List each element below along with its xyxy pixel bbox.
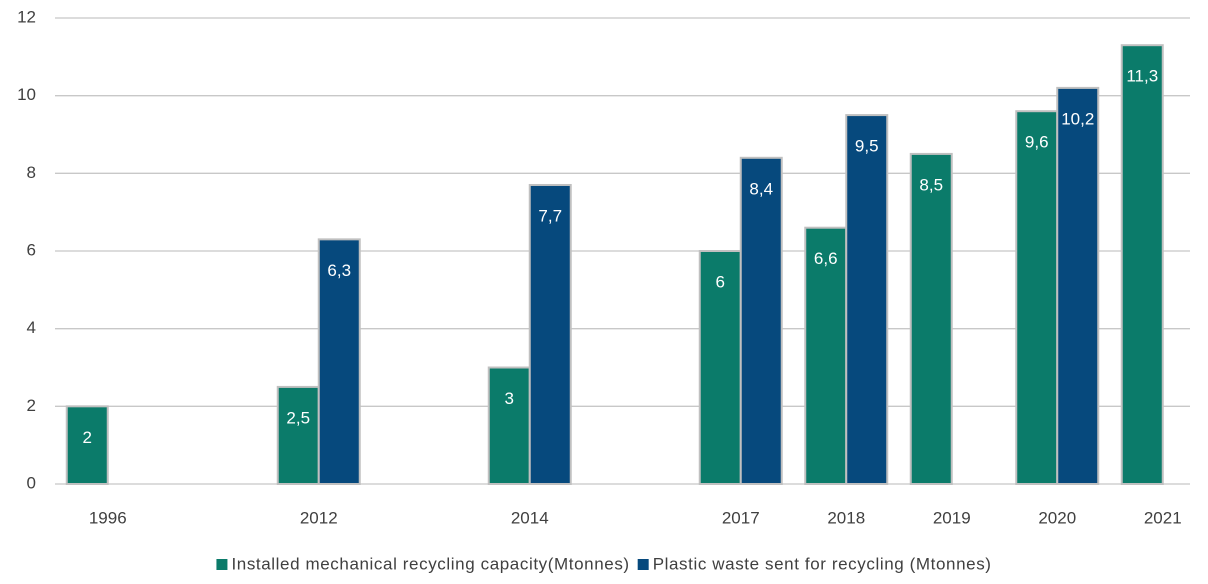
- data-label: 8,4: [749, 179, 773, 198]
- legend-label: Installed mechanical recycling capacity(…: [231, 554, 629, 573]
- data-label: 10,2: [1061, 109, 1094, 128]
- bar: [698, 250, 742, 485]
- bar: [487, 366, 531, 485]
- y-tick-label: 4: [27, 318, 36, 337]
- bar: [1120, 44, 1164, 486]
- y-tick-label: 12: [17, 7, 36, 26]
- data-label: 3: [505, 389, 514, 408]
- x-tick-label: 2014: [511, 508, 549, 527]
- bar: [804, 226, 848, 485]
- data-label: 9,6: [1025, 133, 1049, 152]
- bar: [528, 183, 572, 485]
- data-label: 6,3: [327, 261, 351, 280]
- legend-label: Plastic waste sent for recycling (Mtonne…: [653, 554, 992, 573]
- bar: [317, 238, 361, 485]
- legend-swatch: [216, 559, 228, 570]
- legend-swatch: [637, 559, 649, 570]
- bar: [65, 405, 109, 486]
- data-label: 11,3: [1126, 67, 1158, 86]
- x-tick-label: 2018: [827, 508, 865, 527]
- data-label: 7,7: [538, 206, 562, 225]
- data-label: 8,5: [919, 175, 943, 194]
- y-tick-label: 0: [27, 473, 36, 492]
- data-label: 6,6: [814, 249, 838, 268]
- y-tick-label: 10: [17, 85, 36, 104]
- bar: [1056, 86, 1100, 486]
- y-tick-label: 6: [27, 240, 36, 259]
- bar: [845, 114, 889, 485]
- x-tick-label: 2021: [1144, 508, 1182, 527]
- x-tick-label: 2012: [300, 508, 338, 527]
- x-tick-label: 2017: [722, 508, 760, 527]
- data-label: 6: [716, 272, 725, 291]
- y-tick-label: 2: [27, 396, 36, 415]
- data-label: 2: [83, 428, 92, 447]
- y-tick-label: 8: [27, 163, 36, 182]
- x-tick-label: 1996: [89, 508, 127, 527]
- bar: [1015, 110, 1059, 485]
- x-tick-label: 2020: [1038, 508, 1076, 527]
- x-tick-label: 2019: [933, 508, 971, 527]
- data-label: 9,5: [855, 137, 879, 156]
- bar: [276, 385, 320, 485]
- bar: [739, 156, 783, 486]
- data-label: 2,5: [286, 408, 310, 427]
- bar: [909, 152, 953, 486]
